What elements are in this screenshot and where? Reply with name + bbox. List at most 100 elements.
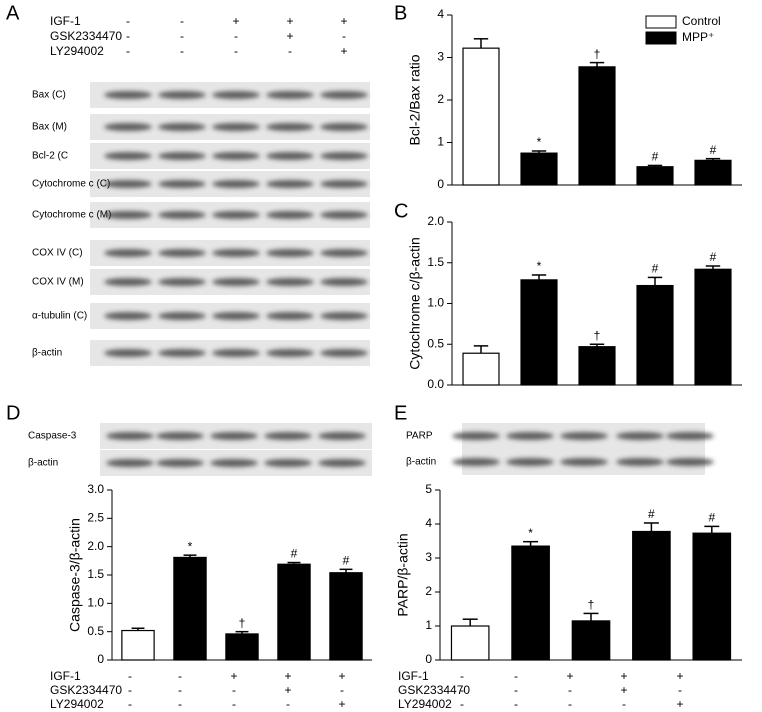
blot-band: [616, 432, 664, 440]
treatment-sign: -: [178, 697, 182, 711]
y-tick-label: 0: [437, 177, 444, 191]
y-tick-label: 0.0: [427, 377, 444, 391]
treatment-sign: -: [234, 29, 238, 43]
treatment-sign: -: [128, 697, 132, 711]
y-tick-label: 0: [97, 652, 104, 666]
significance-mark: *: [188, 539, 193, 553]
blot-band: [266, 123, 314, 131]
treatment-sign: -: [460, 697, 464, 711]
blot-label: Bax (C): [32, 90, 66, 101]
treatment-sign: -: [178, 669, 182, 683]
blot-label: β-actin: [32, 348, 62, 359]
y-tick-label: 1.0: [87, 596, 104, 610]
treatment-sign: -: [568, 697, 572, 711]
treatment-sign: -: [568, 683, 572, 697]
y-tick-label: 2.0: [87, 539, 104, 553]
bar: [173, 556, 207, 661]
blot-band: [212, 180, 260, 188]
y-tick-label: 2.5: [87, 511, 104, 525]
blot-label: α-tubulin (C): [32, 311, 87, 322]
blot-band: [506, 432, 554, 440]
blot-label: Cytochrome c (C): [32, 179, 110, 190]
y-tick-label: 3: [425, 550, 432, 564]
bar: [462, 47, 500, 186]
treatment-sign: -: [232, 683, 236, 697]
blot-band: [320, 349, 368, 357]
treatment-sign: -: [180, 44, 184, 58]
blot-band: [560, 432, 608, 440]
y-tick-label: 5: [425, 482, 432, 496]
y-tick-label: 2.0: [427, 214, 444, 228]
bar: [450, 625, 490, 661]
blot-band: [320, 152, 368, 160]
blot-band: [210, 432, 258, 440]
panel-label: A: [6, 2, 20, 24]
blot-band: [104, 349, 152, 357]
bar: [121, 629, 155, 661]
legend-swatch: [645, 15, 677, 29]
significance-mark: †: [594, 328, 601, 342]
y-tick-label: 1: [425, 618, 432, 632]
treatment-sign: +: [284, 683, 291, 697]
y-tick-label: 1.5: [427, 255, 444, 269]
y-axis-label: Caspase-3/β-actin: [67, 518, 83, 632]
blot-label: COX IV (M): [32, 277, 84, 288]
blot-band: [104, 91, 152, 99]
blot-band: [320, 312, 368, 320]
y-tick-label: 4: [437, 7, 444, 21]
blot-band: [212, 123, 260, 131]
blot-band: [616, 458, 664, 466]
significance-mark: #: [710, 250, 717, 264]
blot-band: [104, 312, 152, 320]
y-axis-label: Bcl-2/Bax ratio: [407, 54, 423, 145]
treatment-label: GSK2334470: [50, 29, 122, 43]
blot-band: [104, 278, 152, 286]
significance-mark: #: [708, 511, 715, 525]
blot-label: PARP: [406, 431, 433, 442]
treatment-sign: -: [128, 683, 132, 697]
bar: [571, 620, 611, 661]
panel-label: C: [394, 200, 408, 222]
treatment-sign: -: [234, 44, 238, 58]
blot-band: [212, 249, 260, 257]
significance-mark: †: [239, 616, 246, 630]
blot-label: β-actin: [406, 457, 436, 468]
treatment-sign: -: [288, 44, 292, 58]
treatment-label: IGF-1: [398, 669, 429, 683]
significance-mark: *: [537, 135, 542, 149]
blot-band: [318, 432, 366, 440]
blot-band: [320, 278, 368, 286]
bar: [277, 563, 311, 661]
treatment-sign: +: [230, 669, 237, 683]
blot-band: [104, 211, 152, 219]
treatment-sign: +: [620, 683, 627, 697]
treatment-sign: +: [232, 14, 239, 28]
treatment-label: IGF-1: [50, 14, 81, 28]
significance-mark: †: [594, 47, 601, 61]
treatment-sign: -: [460, 669, 464, 683]
blot-band: [266, 249, 314, 257]
blot-band: [212, 211, 260, 219]
blot-band: [158, 123, 206, 131]
treatment-sign: +: [338, 669, 345, 683]
blot-band: [320, 211, 368, 219]
treatment-sign: +: [338, 697, 345, 711]
treatment-label: LY294002: [398, 697, 452, 711]
blot-band: [320, 180, 368, 188]
blot-band: [158, 211, 206, 219]
blot-band: [104, 123, 152, 131]
bar: [692, 532, 732, 661]
significance-mark: #: [652, 262, 659, 276]
y-tick-label: 3.0: [87, 482, 104, 496]
y-tick-label: 1.5: [87, 567, 104, 581]
blot-band: [104, 152, 152, 160]
treatment-label: GSK2334470: [398, 683, 470, 697]
bar: [511, 545, 550, 661]
blot-band: [266, 278, 314, 286]
blot-band: [158, 180, 206, 188]
significance-mark: *: [537, 259, 542, 273]
blot-band: [106, 459, 154, 467]
bar: [520, 152, 558, 186]
blot-band: [264, 459, 312, 467]
